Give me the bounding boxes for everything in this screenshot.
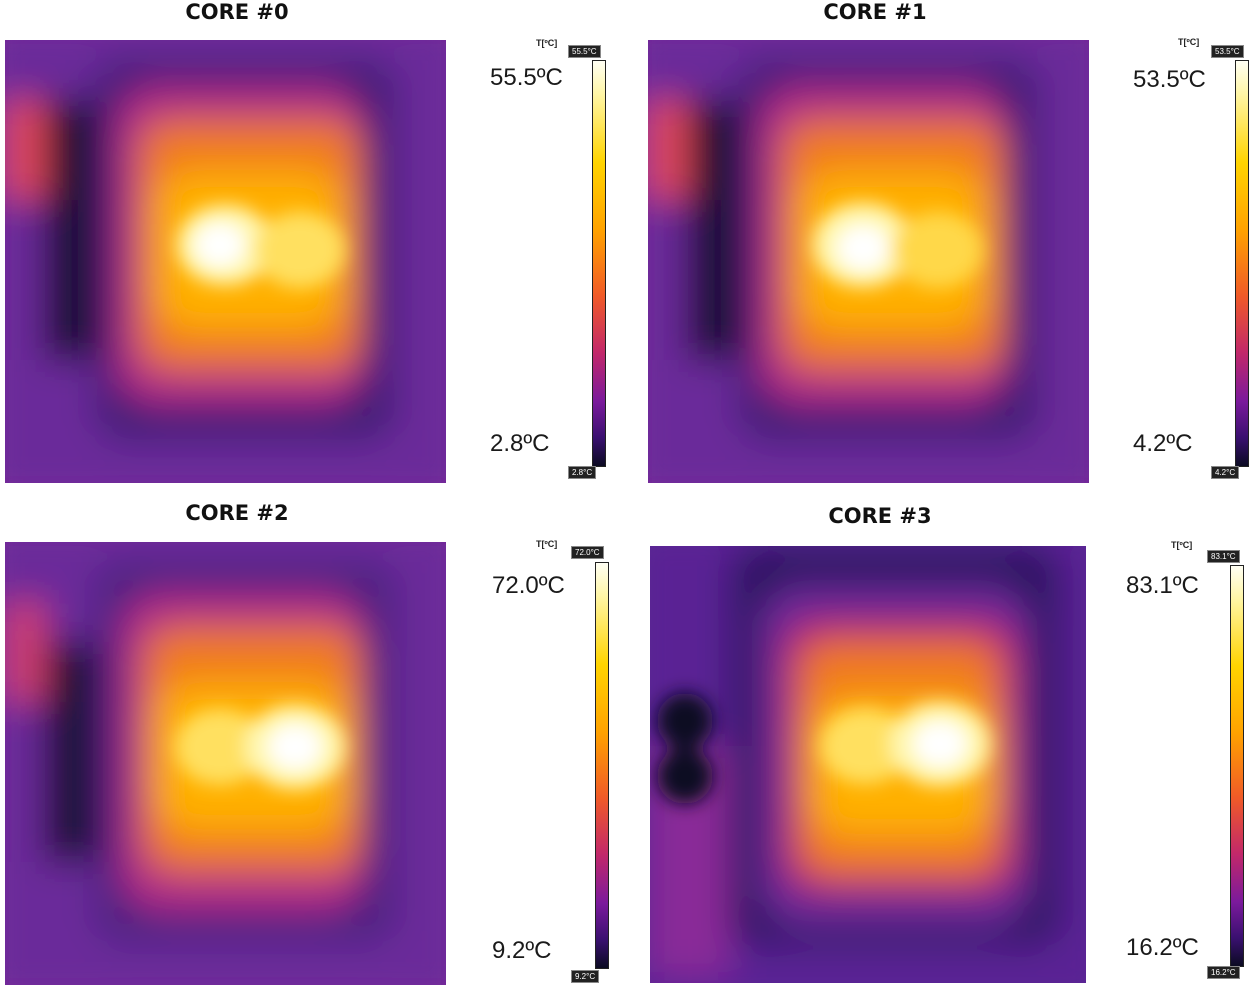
max-tag-core-0: 55.5°C xyxy=(568,45,601,58)
max-tag-core-1: 53.5°C xyxy=(1211,45,1244,58)
max-temp-label-core-3: 83.1ºC xyxy=(1126,572,1199,599)
thermal-image-core-0 xyxy=(5,40,446,483)
color-scale-bar-core-0 xyxy=(592,60,606,467)
color-scale-bar-core-2 xyxy=(595,562,609,969)
panel-title-core-2: CORE #2 xyxy=(185,501,289,525)
min-tag-core-1: 4.2°C xyxy=(1211,466,1240,479)
thermal-image-core-2 xyxy=(5,542,446,985)
unit-label-core-2: T[ºC] xyxy=(536,539,558,549)
min-tag-core-0: 2.8°C xyxy=(568,466,597,479)
max-tag-core-2: 72.0°C xyxy=(571,546,604,559)
min-temp-label-core-1: 4.2ºC xyxy=(1133,430,1193,457)
max-tag-core-3: 83.1°C xyxy=(1207,550,1240,563)
panel-title-core-0: CORE #0 xyxy=(185,0,289,24)
max-temp-label-core-2: 72.0ºC xyxy=(492,572,565,599)
color-scale-bar-core-1 xyxy=(1235,60,1249,467)
max-temp-label-core-0: 55.5ºC xyxy=(490,64,563,91)
min-temp-label-core-3: 16.2ºC xyxy=(1126,934,1199,961)
max-temp-label-core-1: 53.5ºC xyxy=(1133,66,1206,93)
thermal-image-core-3 xyxy=(650,546,1086,983)
min-tag-core-2: 9.2°C xyxy=(571,970,600,983)
panel-title-core-1: CORE #1 xyxy=(823,0,927,24)
color-scale-bar-core-3 xyxy=(1230,565,1244,967)
thermal-image-core-1 xyxy=(648,40,1089,483)
panel-title-core-3: CORE #3 xyxy=(828,504,932,528)
unit-label-core-0: T[ºC] xyxy=(536,38,558,48)
min-temp-label-core-0: 2.8ºC xyxy=(490,430,550,457)
min-temp-label-core-2: 9.2ºC xyxy=(492,937,552,964)
min-tag-core-3: 16.2°C xyxy=(1207,966,1240,979)
unit-label-core-1: T[ºC] xyxy=(1178,37,1200,47)
unit-label-core-3: T[ºC] xyxy=(1171,540,1193,550)
